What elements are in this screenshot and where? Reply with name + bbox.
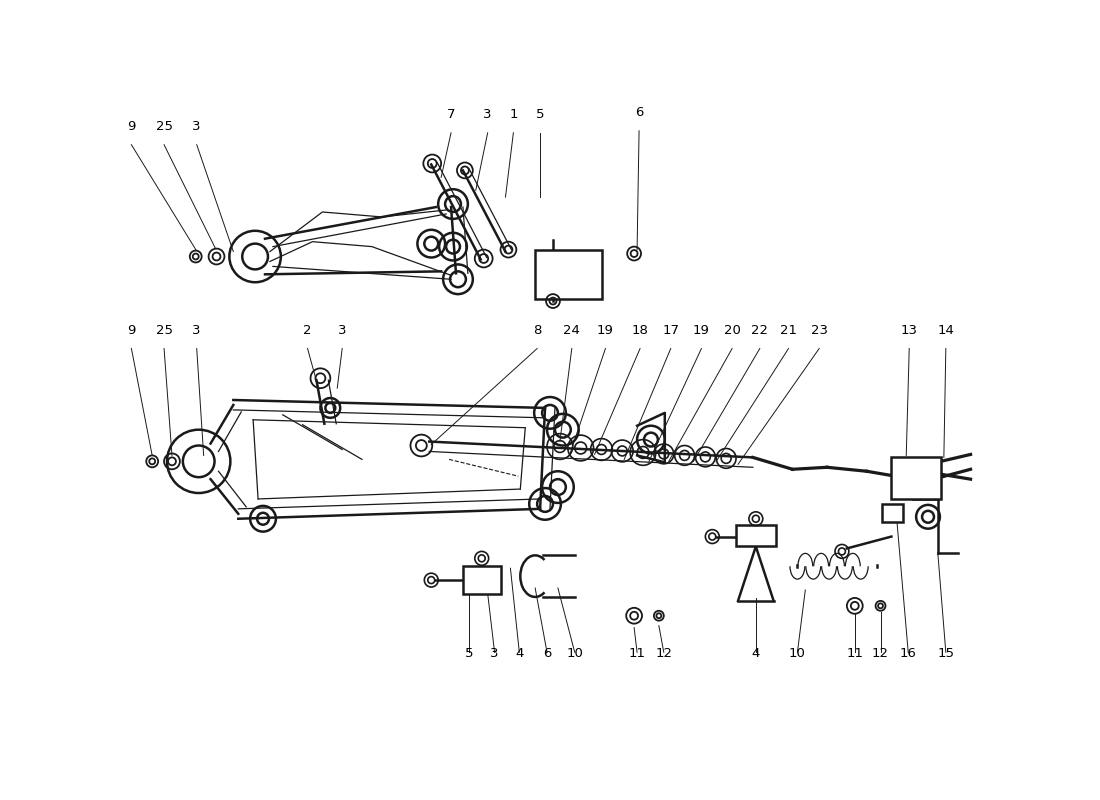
Text: 6: 6 [635, 106, 643, 119]
Text: 3: 3 [192, 324, 201, 337]
Text: 2: 2 [304, 324, 311, 337]
Text: 6: 6 [542, 647, 551, 660]
Text: 13: 13 [901, 324, 917, 337]
Bar [891, 458, 940, 499]
Text: 5: 5 [464, 647, 473, 660]
Text: 11: 11 [628, 647, 646, 660]
Text: 20: 20 [724, 324, 740, 337]
Text: 9: 9 [128, 120, 135, 133]
Text: 17: 17 [662, 324, 679, 337]
Text: 1: 1 [509, 108, 518, 121]
Text: 19: 19 [597, 324, 614, 337]
Text: 7: 7 [447, 108, 455, 121]
Text: 10: 10 [789, 647, 806, 660]
Text: 3: 3 [338, 324, 346, 337]
Text: 5: 5 [536, 108, 544, 121]
Text: 23: 23 [811, 324, 827, 337]
Text: 12: 12 [656, 647, 672, 660]
Text: 4: 4 [515, 647, 524, 660]
Text: 25: 25 [155, 324, 173, 337]
Text: 14: 14 [937, 324, 955, 337]
Text: 9: 9 [128, 324, 135, 337]
Bar [881, 504, 903, 522]
Bar [736, 525, 776, 546]
Bar [463, 566, 500, 594]
Text: 3: 3 [192, 120, 201, 133]
Text: 3: 3 [491, 647, 498, 660]
Text: 16: 16 [900, 647, 916, 660]
Text: 4: 4 [751, 647, 760, 660]
Text: 22: 22 [751, 324, 768, 337]
Bar [536, 250, 603, 299]
Text: 15: 15 [937, 647, 955, 660]
Text: 18: 18 [631, 324, 649, 337]
Text: 12: 12 [872, 647, 889, 660]
Text: 3: 3 [483, 108, 492, 121]
Text: 24: 24 [563, 324, 580, 337]
Text: 21: 21 [780, 324, 798, 337]
Text: 19: 19 [693, 324, 710, 337]
Text: 8: 8 [532, 324, 541, 337]
Text: 10: 10 [566, 647, 583, 660]
Text: 11: 11 [846, 647, 864, 660]
Text: 25: 25 [155, 120, 173, 133]
